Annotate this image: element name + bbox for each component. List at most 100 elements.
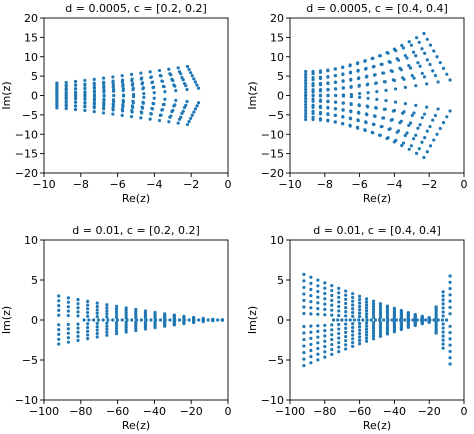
scatter-point <box>337 286 341 290</box>
scatter-point <box>111 75 115 79</box>
scatter-point <box>392 140 396 144</box>
scatter-point <box>395 130 399 134</box>
scatter-point <box>381 116 385 120</box>
scatter-point <box>384 88 388 92</box>
scatter-point <box>111 102 115 106</box>
scatter-point <box>358 298 362 302</box>
scatter-point <box>95 335 99 339</box>
x-tick-label: −60 <box>348 405 371 418</box>
scatter-point <box>385 50 389 55</box>
scatter-point <box>174 89 178 93</box>
scatter-point <box>358 301 362 305</box>
scatter-point <box>76 330 80 334</box>
scatter-point <box>373 318 377 322</box>
x-tick-label: −2 <box>183 178 199 191</box>
scatter-point <box>336 318 340 322</box>
scatter-point <box>364 75 369 79</box>
scatter-point <box>76 310 80 314</box>
scatter-point <box>302 364 306 368</box>
scatter-point <box>114 332 119 336</box>
scatter-point <box>316 335 320 339</box>
scatter-point <box>163 90 167 94</box>
scatter-point <box>92 90 96 94</box>
scatter-point <box>382 107 386 111</box>
scatter-point <box>433 113 437 118</box>
scatter-point <box>378 304 383 308</box>
y-tick-label: 0 <box>31 314 38 327</box>
scatter-point <box>418 123 422 127</box>
scatter-point <box>124 311 128 315</box>
scatter-point <box>425 58 429 62</box>
scatter-point <box>95 321 99 325</box>
scatter-point <box>448 293 452 297</box>
scatter-point <box>445 318 449 322</box>
scatter-point <box>304 78 308 83</box>
scatter-point <box>378 313 383 317</box>
scatter-point <box>390 318 394 322</box>
scatter-point <box>115 318 120 322</box>
scatter-point <box>424 318 428 322</box>
scatter-point <box>304 111 308 116</box>
scatter-point <box>349 109 353 113</box>
scatter-point <box>176 121 180 125</box>
scatter-point <box>333 67 337 71</box>
scatter-point <box>304 105 308 110</box>
scatter-point <box>371 331 376 335</box>
scatter-point <box>411 50 416 54</box>
scatter-point <box>381 71 385 75</box>
scatter-point <box>378 311 383 315</box>
y-tick-label: 0 <box>31 90 38 103</box>
scatter-point <box>86 314 90 318</box>
scatter-point <box>330 308 334 312</box>
scatter-point <box>441 346 445 350</box>
scatter-point <box>445 72 449 76</box>
scatter-point <box>111 106 115 110</box>
scatter-point <box>102 90 106 94</box>
scatter-point <box>168 72 172 76</box>
scatter-point <box>95 325 99 329</box>
scatter-point <box>311 105 315 109</box>
scatter-point <box>370 57 374 61</box>
scatter-point <box>318 112 323 116</box>
scatter-point <box>190 113 194 117</box>
scatter-point <box>348 116 352 120</box>
scatter-point <box>316 284 320 288</box>
scatter-point <box>66 313 70 318</box>
x-tick-label: −20 <box>418 405 441 418</box>
scatter-point <box>55 106 59 110</box>
scatter-point <box>144 318 148 322</box>
scatter-point <box>143 327 148 331</box>
scatter-point <box>331 318 336 322</box>
scatter-point <box>87 318 91 322</box>
scatter-point <box>95 308 99 312</box>
scatter-point <box>364 67 368 71</box>
scatter-point <box>351 310 355 315</box>
scatter-point <box>302 331 306 335</box>
scatter-point <box>414 84 418 88</box>
scatter-point <box>125 318 129 322</box>
scatter-point <box>141 87 145 91</box>
scatter-point <box>135 318 139 322</box>
scatter-point <box>86 307 90 311</box>
scatter-point <box>392 330 396 334</box>
scatter-point <box>172 323 176 327</box>
scatter-point <box>378 306 383 310</box>
scatter-point <box>378 332 383 336</box>
scatter-point <box>448 78 452 82</box>
scatter-point <box>371 321 376 325</box>
scatter-point <box>64 100 68 104</box>
scatter-point <box>366 91 370 95</box>
scatter-point <box>120 74 124 78</box>
scatter-point <box>433 73 437 78</box>
scatter-point <box>391 78 395 82</box>
scatter-point <box>143 309 148 313</box>
scatter-point <box>170 110 174 114</box>
scatter-point <box>409 144 413 148</box>
scatter-point <box>323 339 327 343</box>
scatter-point <box>441 326 445 330</box>
scatter-point <box>92 110 96 114</box>
y-axis-label: Im(z) <box>246 306 259 334</box>
scatter-point <box>448 109 452 113</box>
scatter-point <box>333 107 338 111</box>
scatter-point <box>361 318 365 322</box>
